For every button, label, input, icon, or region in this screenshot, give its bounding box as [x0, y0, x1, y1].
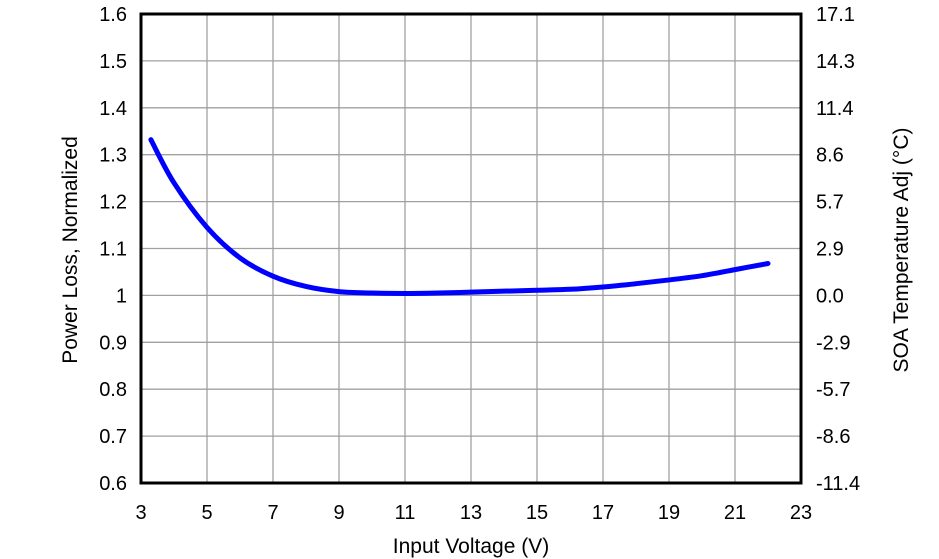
x-tick-label: 13 [460, 502, 482, 524]
y-axis-ticks: 0.6 0.7 0.8 0.9 1 1.1 1.2 1.3 1.4 1.5 1.6 [99, 4, 127, 495]
x-tick-label: 3 [135, 502, 146, 524]
y-tick-label: 0.7 [99, 426, 127, 448]
y-tick-label: 0.8 [99, 379, 127, 401]
y-tick-label: 1.5 [99, 51, 127, 73]
x-tick-label: 17 [592, 502, 614, 524]
y2-tick-label: 14.3 [816, 51, 855, 73]
y2-tick-label: 5.7 [816, 192, 844, 214]
x-tick-label: 11 [395, 502, 416, 524]
y2-tick-label: -2.9 [816, 332, 850, 354]
plot-frame [139, 12, 803, 485]
y2-tick-label: 11.4 [816, 98, 853, 120]
y2-tick-label: 0.0 [816, 285, 844, 307]
y-tick-label: 1.2 [99, 192, 127, 214]
x-tick-label: 23 [790, 502, 812, 524]
x-tick-label: 9 [333, 502, 344, 524]
y-tick-label: 0.9 [99, 332, 127, 354]
y2-axis-title: SOA Temperature Adj (°C) [890, 128, 913, 373]
x-tick-label: 19 [658, 502, 680, 524]
y2-tick-label: 2.9 [816, 239, 844, 261]
y2-tick-label: -5.7 [816, 379, 850, 401]
x-axis-title: Input Voltage (V) [393, 535, 549, 558]
grid-lines [141, 14, 801, 483]
x-tick-label: 5 [201, 502, 212, 524]
y-tick-label: 1.3 [99, 145, 127, 167]
x-tick-label: 21 [724, 502, 746, 524]
y2-tick-label: -8.6 [816, 426, 850, 448]
y2-axis-ticks: -11.4 -8.6 -5.7 -2.9 0.0 2.9 5.7 8.6 11.4 14.3 17.… [816, 4, 860, 495]
y2-tick-label: 17.1 [816, 4, 855, 26]
power-loss-line [148, 137, 771, 297]
y-tick-label: 0.6 [99, 473, 127, 495]
x-tick-label: 7 [267, 502, 278, 524]
x-tick-label: 15 [526, 502, 548, 524]
y-tick-label: 1 [116, 285, 127, 307]
y-tick-label: 1.6 [99, 4, 127, 26]
y-axis-title: Power Loss, Normalized [59, 136, 82, 364]
y2-tick-label: 8.6 [816, 145, 844, 167]
y2-tick-label: -11.4 [816, 473, 860, 495]
y-tick-label: 1.1 [99, 239, 127, 261]
x-axis-ticks: 3 5 7 9 11 13 15 17 19 21 23 [135, 502, 812, 524]
y-tick-label: 1.4 [99, 98, 127, 120]
